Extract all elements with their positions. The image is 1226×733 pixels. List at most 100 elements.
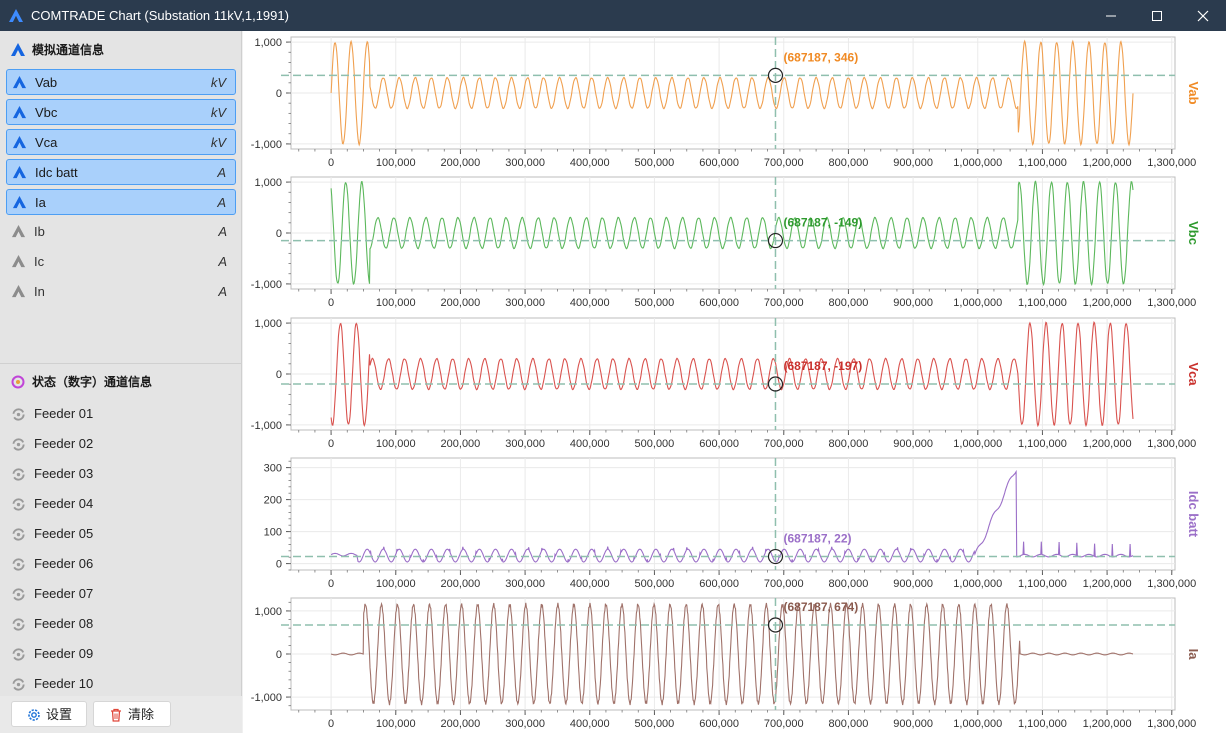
channel-unit: A [218, 254, 227, 269]
minimize-button[interactable] [1088, 0, 1134, 31]
settings-button[interactable]: 设置 [11, 701, 87, 727]
waveform-charts[interactable]: 0 100,000 200,000 300,000 400,000 500,000 600,… [243, 31, 1226, 733]
y-tick-label: 1,000 [254, 177, 282, 189]
analog-channel-item[interactable]: Vab kV [6, 69, 236, 95]
cursor-marker [767, 376, 784, 392]
cursor-marker [767, 232, 784, 249]
y-tick-label: 1,000 [254, 37, 282, 49]
clear-button[interactable]: 清除 [93, 701, 171, 727]
digital-channel-item[interactable]: Feeder 02 [6, 431, 236, 457]
series-label: Ia [1186, 649, 1201, 661]
waveform-line [330, 469, 1134, 563]
cursor-marker [767, 548, 784, 565]
x-tick-label: 300,000 [505, 157, 545, 169]
x-tick-label: 0 [328, 438, 334, 450]
digital-channel-item[interactable]: Feeder 03 [6, 461, 236, 487]
x-tick-label: 800,000 [829, 297, 869, 309]
cursor-readout: (687187, 22) [783, 532, 851, 546]
maximize-button[interactable] [1134, 0, 1180, 31]
analog-section-header: 模拟通道信息 [0, 33, 242, 67]
x-tick-label: 1,000,000 [953, 718, 1002, 730]
channel-sidebar: 模拟通道信息 Vab kV Vbc kV Vca kV Idc batt A Ia A Ib A Ic A… [0, 31, 242, 733]
trash-icon [111, 708, 121, 722]
analog-channel-item[interactable]: Idc batt A [6, 159, 236, 185]
digital-channel-item[interactable]: Feeder 01 [6, 401, 236, 427]
title-bar: COMTRADE Chart (Substation 11kV,1,1991) [0, 0, 1226, 31]
digital-channel-item[interactable]: Feeder 05 [6, 521, 236, 547]
y-tick-label: 100 [264, 527, 282, 539]
x-tick-label: 900,000 [893, 157, 933, 169]
digital-channel-icon [11, 375, 25, 389]
x-tick-label: 500,000 [635, 578, 675, 590]
x-tick-label: 900,000 [893, 438, 933, 450]
x-tick-label: 500,000 [635, 157, 675, 169]
digital-status-icon [12, 498, 25, 511]
digital-channel-name: Feeder 01 [34, 406, 94, 421]
x-tick-label: 600,000 [699, 578, 739, 590]
digital-channel-item[interactable]: Feeder 09 [6, 641, 236, 667]
analog-channel-icon [11, 43, 25, 56]
analog-section-title: 模拟通道信息 [32, 43, 105, 57]
channel-name: In [34, 284, 45, 299]
digital-channel-item[interactable]: Feeder 10 [6, 671, 236, 697]
digital-status-icon [12, 438, 25, 451]
x-tick-label: 1,300,000 [1147, 297, 1196, 309]
y-tick-label: 300 [264, 463, 282, 475]
x-tick-label: 1,200,000 [1083, 157, 1132, 169]
close-button[interactable] [1180, 0, 1226, 31]
x-tick-label: 1,300,000 [1147, 718, 1196, 730]
digital-status-icon [12, 558, 25, 571]
series-label: Vbc [1186, 221, 1201, 245]
x-tick-label: 1,100,000 [1018, 297, 1067, 309]
cursor-readout: (687187, -149) [783, 216, 862, 230]
analog-channel-item[interactable]: In A [6, 279, 236, 305]
analog-channel-item[interactable]: Ia A [6, 189, 236, 215]
x-tick-label: 1,200,000 [1083, 297, 1132, 309]
channel-name: Ia [35, 195, 46, 210]
x-tick-label: 800,000 [829, 718, 869, 730]
chart-panel: 0 100,000 200,000 300,000 400,000 500,000 600,… [264, 457, 1201, 590]
channel-name: Ic [34, 254, 45, 269]
x-tick-label: 0 [328, 157, 334, 169]
digital-channel-name: Feeder 07 [34, 586, 94, 601]
waveform-line [330, 39, 1134, 147]
x-tick-label: 400,000 [570, 438, 610, 450]
cursor-marker [767, 67, 784, 83]
channel-name: Vca [35, 135, 58, 150]
cursor-readout: (687187, 346) [783, 50, 858, 64]
channel-name: Vbc [35, 105, 58, 120]
x-tick-label: 800,000 [829, 438, 869, 450]
y-tick-label: -1,000 [251, 420, 282, 432]
digital-channel-item[interactable]: Feeder 06 [6, 551, 236, 577]
digital-channel-item[interactable]: Feeder 04 [6, 491, 236, 517]
plot-frame [290, 457, 1176, 571]
x-tick-label: 300,000 [505, 438, 545, 450]
x-tick-label: 700,000 [764, 578, 804, 590]
x-tick-label: 300,000 [505, 578, 545, 590]
x-tick-label: 400,000 [570, 157, 610, 169]
cursor-readout: (687187, 674) [783, 600, 858, 614]
x-tick-label: 1,200,000 [1083, 438, 1132, 450]
settings-label: 设置 [46, 707, 73, 722]
x-tick-label: 700,000 [764, 297, 804, 309]
digital-channel-item[interactable]: Feeder 07 [6, 581, 236, 607]
channel-unit: A [217, 165, 226, 180]
chart-panel: 0 100,000 200,000 300,000 400,000 500,000 600,… [251, 597, 1201, 730]
analog-channel-item[interactable]: Vca kV [6, 129, 236, 155]
x-tick-label: 100,000 [376, 157, 416, 169]
x-tick-label: 1,100,000 [1018, 718, 1067, 730]
analog-channel-item[interactable]: Ib A [6, 219, 236, 245]
waveform-line [330, 601, 1134, 707]
analog-channel-item[interactable]: Ic A [6, 249, 236, 275]
x-tick-label: 200,000 [441, 578, 481, 590]
channel-name: Idc batt [35, 165, 78, 180]
chart-area[interactable]: 0 100,000 200,000 300,000 400,000 500,000 600,… [243, 31, 1226, 733]
x-tick-label: 700,000 [764, 438, 804, 450]
x-tick-label: 1,000,000 [953, 157, 1002, 169]
y-tick-label: 0 [276, 649, 282, 661]
x-tick-label: 300,000 [505, 718, 545, 730]
x-tick-label: 0 [328, 297, 334, 309]
digital-channel-item[interactable]: Feeder 08 [6, 611, 236, 637]
analog-channel-item[interactable]: Vbc kV [6, 99, 236, 125]
digital-status-icon [12, 678, 25, 691]
